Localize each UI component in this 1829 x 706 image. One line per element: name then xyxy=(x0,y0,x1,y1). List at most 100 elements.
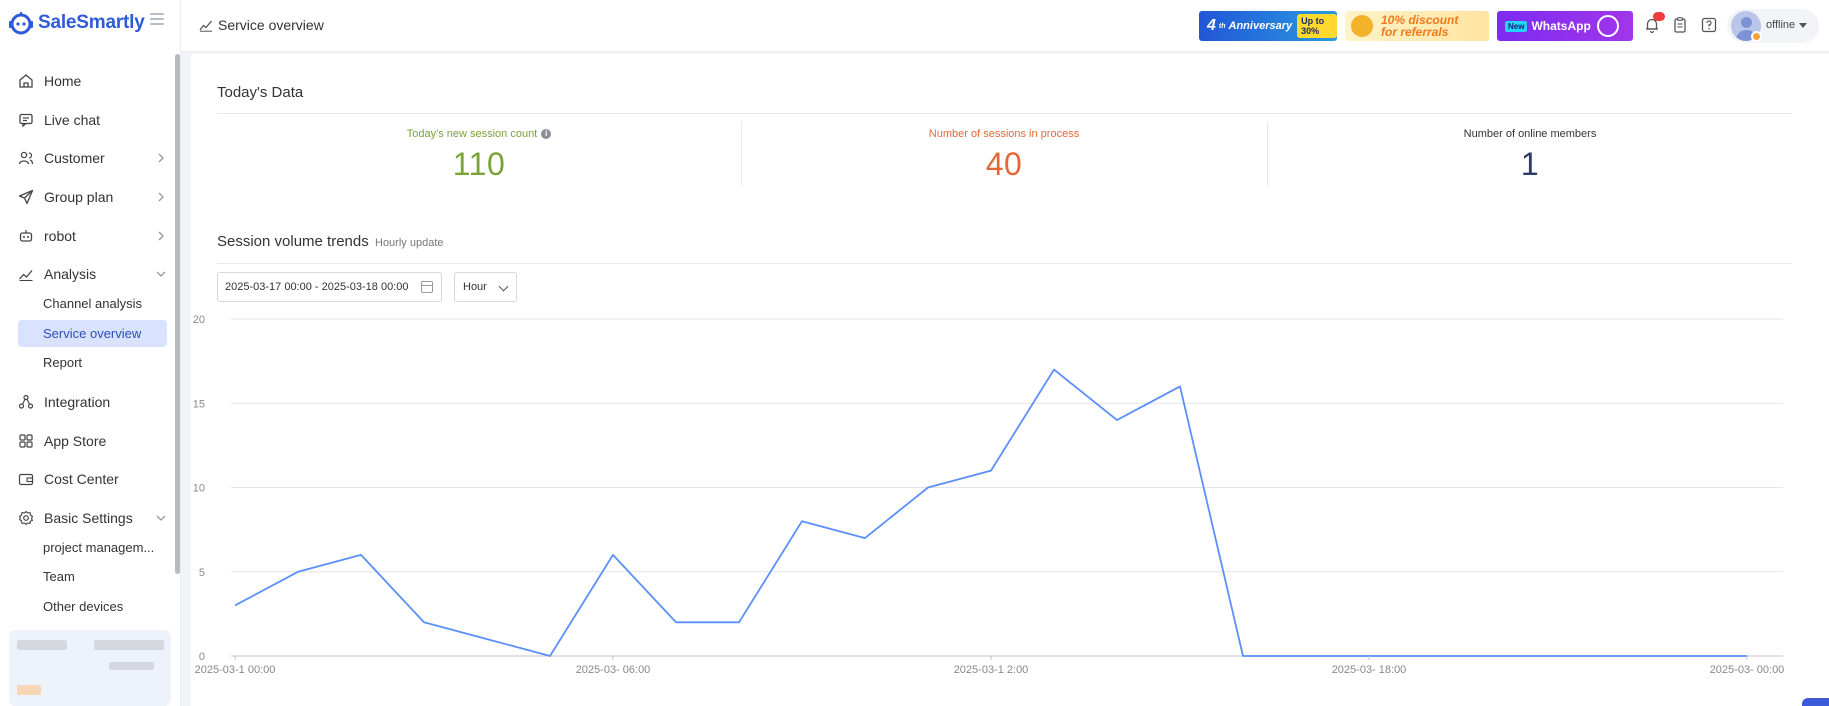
chat-icon xyxy=(19,113,33,128)
stat-new-sessions: Today's new session count i 110 xyxy=(217,124,741,183)
settings-icon xyxy=(18,510,34,526)
coin-icon xyxy=(1351,15,1373,37)
stat-label: Number of sessions in process xyxy=(928,128,1080,140)
sidebar-item-home[interactable]: Home xyxy=(18,68,168,94)
app-store-icon xyxy=(19,434,33,448)
todays-data-title: Today's Data xyxy=(217,84,304,101)
chevron-right-icon xyxy=(158,153,164,163)
discount-text: 10% discount for referrals xyxy=(1381,14,1458,38)
page-title: Service overview xyxy=(199,17,324,33)
service-overview-panel xyxy=(191,54,1829,706)
series-line xyxy=(234,368,1747,657)
anniversary-banner[interactable]: 4 th Anniversary Up to 30% xyxy=(1199,11,1337,41)
sidebar-item-label: App Store xyxy=(44,433,107,449)
y-tick-label: 20 xyxy=(193,314,205,326)
info-icon[interactable]: i xyxy=(541,129,552,139)
chevron-down-icon xyxy=(156,515,166,521)
session-volume-line-chart: 0 5 10 15 20 2025-03-1 00:00 2025-03- 06:00 202… xyxy=(193,314,1785,676)
sidebar-item-basic-settings[interactable]: Basic Settings xyxy=(18,505,168,531)
help-icon[interactable] xyxy=(1700,16,1718,34)
stat-divider xyxy=(1267,122,1268,186)
y-tick-label: 10 xyxy=(193,483,205,495)
calendar-icon xyxy=(421,281,433,293)
sidebar-item-label: Live chat xyxy=(44,112,101,128)
granularity-value: Hour xyxy=(463,281,487,293)
session-trends-title: Session volume trends xyxy=(217,233,369,250)
y-tick-label: 0 xyxy=(199,651,205,663)
sidebar-item-app-store[interactable]: App Store xyxy=(18,428,168,454)
date-range-picker[interactable]: 2025-03-17 00:00 - 2025-03-18 00:00 xyxy=(217,272,442,302)
sidebar-item-robot[interactable]: robot xyxy=(18,223,168,249)
granularity-select[interactable]: Hour xyxy=(454,272,517,302)
whatsapp-text: WhatsApp xyxy=(1531,19,1591,33)
anniversary-suffix: th xyxy=(1218,22,1226,30)
sidebar-item-label: Customer xyxy=(44,150,105,166)
stat-value: 1 xyxy=(1520,146,1540,182)
sidebar-item-label: Basic Settings xyxy=(44,510,133,526)
integration-icon xyxy=(18,394,34,409)
whatsapp-banner[interactable]: New WhatsApp xyxy=(1497,11,1633,41)
sidebar: SaleSmartly Home Live chat Customer Grou… xyxy=(0,0,181,706)
clipboard-icon[interactable] xyxy=(1671,16,1689,34)
sidebar-item-analysis[interactable]: Analysis xyxy=(18,261,168,287)
wallet-icon xyxy=(18,473,34,486)
chevron-down-icon xyxy=(498,281,509,292)
y-tick-label: 15 xyxy=(193,398,205,410)
analysis-icon xyxy=(19,270,33,282)
sidebar-subitem-service-overview[interactable]: Service overview xyxy=(18,320,167,347)
y-tick-label: 5 xyxy=(199,567,205,579)
sidebar-subitem-channel-analysis[interactable]: Channel analysis xyxy=(43,296,143,311)
robot-logo-icon xyxy=(9,12,33,35)
discount-line2: for referrals xyxy=(1381,25,1449,39)
stat-sessions-in-process: Number of sessions in process 40 xyxy=(742,124,1266,183)
anniversary-number: 4 xyxy=(1207,17,1216,34)
sidebar-subitem-project-management[interactable]: project managem... xyxy=(43,540,155,555)
status-label: offline xyxy=(1766,19,1796,31)
notification-badge xyxy=(1653,12,1665,21)
hourly-update-hint: Hourly update xyxy=(375,237,444,249)
sidebar-item-group-plan[interactable]: Group plan xyxy=(18,184,168,210)
status-indicator xyxy=(1751,31,1762,42)
sidebar-item-label: Cost Center xyxy=(44,471,119,487)
account-card-redacted[interactable] xyxy=(9,630,171,706)
brand-name: SaleSmartly xyxy=(38,12,145,33)
stat-label: Number of online members xyxy=(1463,128,1597,140)
x-tick-label: 2025-03-1 00:00 xyxy=(195,664,276,676)
stat-value: 110 xyxy=(452,146,506,182)
stat-label-text: Today's new session count xyxy=(406,128,538,140)
brand-logo[interactable]: SaleSmartly xyxy=(8,10,145,36)
stat-divider xyxy=(741,122,742,186)
sidebar-item-customer[interactable]: Customer xyxy=(18,145,168,171)
sidebar-scrollbar[interactable] xyxy=(175,54,180,574)
sidebar-subitem-report[interactable]: Report xyxy=(43,355,83,370)
referral-discount-banner[interactable]: 10% discount for referrals xyxy=(1345,11,1489,41)
robot-icon xyxy=(19,230,33,242)
x-tick-label: 2025-03- 00:00 xyxy=(1710,664,1785,676)
sidebar-item-live-chat[interactable]: Live chat xyxy=(18,107,168,133)
divider xyxy=(217,113,1792,114)
sidebar-subitem-other-devices[interactable]: Other devices xyxy=(43,599,124,614)
chevron-right-icon xyxy=(158,192,164,202)
stat-label: Today's new session count i xyxy=(407,127,552,141)
caret-down-icon xyxy=(1799,22,1808,28)
stat-value: 40 xyxy=(985,146,1023,182)
date-range-value: 2025-03-17 00:00 - 2025-03-18 00:00 xyxy=(225,281,409,293)
sidebar-item-label: Home xyxy=(44,73,82,89)
users-icon xyxy=(18,151,34,165)
floating-help-button[interactable] xyxy=(1802,698,1829,706)
x-tick-label: 2025-03- 18:00 xyxy=(1332,664,1407,676)
sidebar-item-label: Group plan xyxy=(44,189,114,205)
discount-line1: 10% discount xyxy=(1381,13,1459,27)
sidebar-item-cost-center[interactable]: Cost Center xyxy=(18,466,168,492)
sidebar-item-integration[interactable]: Integration xyxy=(18,389,168,415)
divider xyxy=(217,263,1792,264)
stat-online-members: Number of online members 1 xyxy=(1268,124,1792,183)
sidebar-subitem-team[interactable]: Team xyxy=(43,569,75,584)
chevron-down-icon xyxy=(156,271,166,277)
menu-collapse-icon[interactable] xyxy=(150,13,164,25)
bell-icon[interactable] xyxy=(1643,16,1661,34)
status-dropdown[interactable]: offline xyxy=(1766,19,1808,31)
anniversary-text: Anniversary xyxy=(1228,20,1293,32)
anniversary-badge: Up to 30% xyxy=(1297,14,1337,38)
